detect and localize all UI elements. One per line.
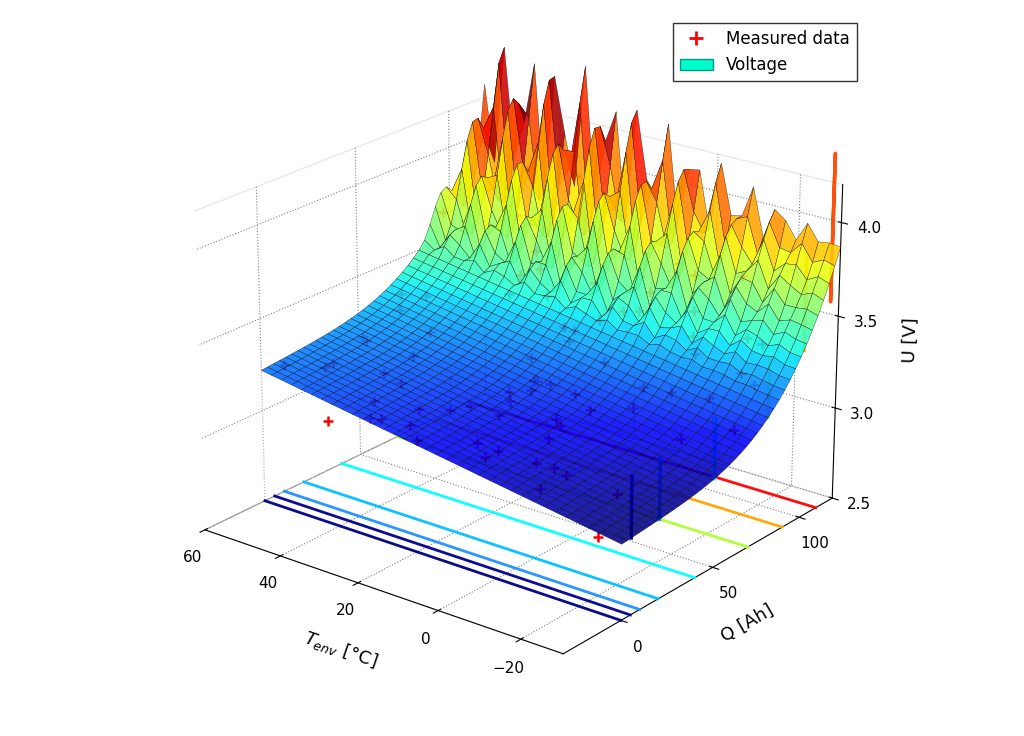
X-axis label: $T_{env}$ [°C]: $T_{env}$ [°C]	[301, 627, 380, 672]
Y-axis label: Q [Ah]: Q [Ah]	[718, 601, 777, 646]
Legend: Measured data, Voltage: Measured data, Voltage	[673, 24, 857, 81]
